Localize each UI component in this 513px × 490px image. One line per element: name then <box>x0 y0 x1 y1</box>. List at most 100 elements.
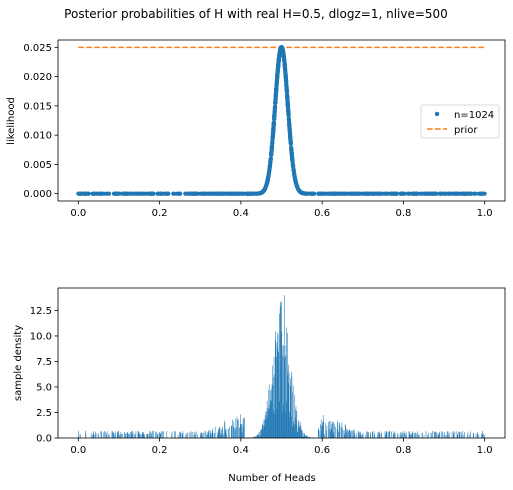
likelihood-point <box>183 191 188 196</box>
likelihood-point <box>156 191 161 196</box>
histogram-bar <box>482 434 484 438</box>
histogram-bar <box>131 431 133 438</box>
likelihood-point <box>265 179 270 184</box>
histogram-plot-frame <box>57 287 506 439</box>
histogram-bar <box>460 432 462 438</box>
likelihood-point <box>240 191 245 196</box>
histogram-bar <box>217 434 218 438</box>
histogram-bar <box>296 410 298 438</box>
histogram-bar <box>348 429 350 438</box>
histogram-bar <box>394 432 396 438</box>
histogram-bar <box>207 432 209 438</box>
histogram-bar <box>277 347 278 438</box>
histogram-bar <box>90 433 92 438</box>
likelihood-point <box>117 191 122 196</box>
histogram-bar <box>385 432 387 438</box>
histogram-bar <box>299 421 301 438</box>
likelihood-point <box>280 46 285 51</box>
histogram-bar <box>305 435 307 438</box>
legend: n=1024 prior <box>420 104 500 139</box>
likelihood-x-axis: 0.0 0.2 0.4 0.6 0.8 1.0 <box>70 201 493 219</box>
likelihood-point <box>289 150 294 155</box>
histogram-bar <box>352 436 354 438</box>
histogram-bar <box>265 418 266 438</box>
histogram-bar <box>254 436 255 438</box>
histogram-bar <box>160 433 161 438</box>
histogram-bar <box>188 432 190 438</box>
histogram-bar <box>332 421 333 438</box>
likelihood-point <box>282 63 287 68</box>
histogram-bar <box>400 434 402 438</box>
likelihood-point <box>287 126 292 131</box>
histogram-bar <box>162 431 163 438</box>
histogram-bar <box>411 433 412 438</box>
histogram-bar <box>105 434 107 438</box>
likelihood-point <box>384 191 389 196</box>
histogram-bar <box>320 419 322 438</box>
histogram-bar <box>367 432 369 438</box>
histogram-bar <box>226 434 227 438</box>
likelihood-point <box>423 191 428 196</box>
histogram-bar <box>218 430 219 438</box>
histogram-bar <box>321 430 322 438</box>
histogram-bar <box>212 430 213 438</box>
histogram-bar <box>155 431 156 438</box>
histogram-bar <box>281 301 282 438</box>
histogram-bar <box>194 434 196 438</box>
histogram-bar <box>377 431 379 438</box>
histogram-bar <box>275 340 276 438</box>
histogram-bar <box>120 434 121 438</box>
histogram-bar <box>114 434 115 438</box>
histogram-bar <box>263 419 265 438</box>
likelihood-x-tick-label: 0.6 <box>314 208 330 219</box>
histogram-bar <box>331 423 333 438</box>
histogram-bar <box>454 431 456 438</box>
histogram-bar <box>346 428 347 438</box>
histogram-bar <box>237 420 239 438</box>
histogram-bar <box>344 424 346 438</box>
likelihood-point <box>329 191 334 196</box>
histogram-bar <box>348 431 349 438</box>
histogram-bar <box>138 433 139 438</box>
histogram-bar <box>321 425 323 438</box>
histogram-bar <box>393 431 395 438</box>
histogram-bar <box>263 429 264 438</box>
histogram-bar <box>187 432 188 438</box>
histogram-bar <box>142 432 143 438</box>
likelihood-point <box>131 191 136 196</box>
histogram-bar <box>277 351 279 438</box>
histogram-bar <box>414 433 415 438</box>
histogram-bar <box>470 431 472 438</box>
histogram-bar <box>349 429 350 438</box>
histogram-bar <box>233 426 234 438</box>
likelihood-point <box>274 89 279 95</box>
histogram-bar <box>201 436 203 438</box>
likelihood-point <box>398 191 403 196</box>
histogram-bar <box>281 345 283 438</box>
histogram-bar <box>278 352 279 438</box>
histogram-bar <box>234 429 236 438</box>
histogram-bar <box>350 430 352 438</box>
histogram-bar <box>385 433 386 438</box>
likelihood-point <box>281 55 287 60</box>
histogram-bar <box>192 431 194 438</box>
histogram-bar <box>403 432 404 438</box>
histogram-bar <box>360 433 361 438</box>
histogram-bar <box>240 414 241 438</box>
histogram-y-tick-label: 5.0 <box>36 382 52 393</box>
histogram-bar <box>337 420 339 438</box>
histogram-bar <box>268 384 270 438</box>
histogram-bar <box>261 425 263 438</box>
histogram-bar <box>234 427 235 438</box>
histogram-bar <box>412 431 413 438</box>
likelihood-point <box>356 191 361 196</box>
histogram-bar <box>254 436 256 438</box>
histogram-bar <box>85 433 87 438</box>
histogram-bar <box>389 431 391 438</box>
histogram-bar <box>272 365 273 438</box>
histogram-bar <box>292 385 294 438</box>
likelihood-point <box>284 79 289 84</box>
histogram-bar <box>289 411 290 438</box>
histogram-bar <box>279 401 281 438</box>
